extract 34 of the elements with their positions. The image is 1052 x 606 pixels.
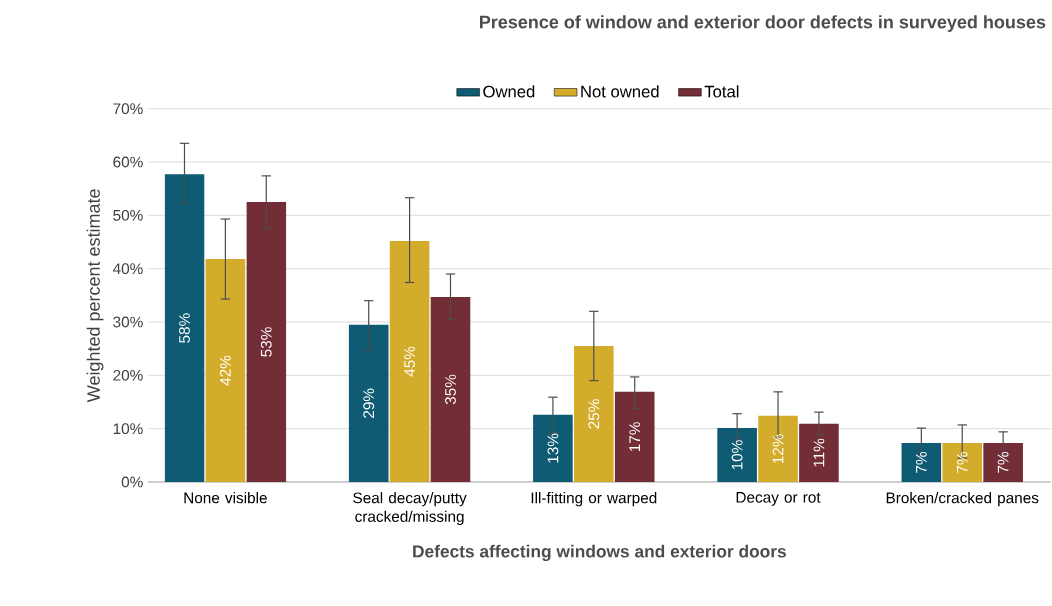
x-tick-label: Ill-fitting or warped: [531, 492, 657, 507]
x-tick-label: None visible: [184, 492, 267, 504]
data-label: 25%: [588, 399, 600, 429]
legend-label: Owned: [483, 85, 535, 98]
data-label: 7%: [915, 451, 927, 473]
y-tick-label: 10%: [113, 423, 143, 435]
data-label: 17%: [629, 422, 641, 452]
x-tick-label: Broken/cracked panes: [886, 492, 1039, 507]
data-label: 11%: [813, 438, 825, 467]
data-label: 29%: [363, 388, 375, 418]
data-label: 35%: [445, 374, 456, 405]
x-axis-title: Defects affecting windows and exterior doors: [413, 544, 786, 562]
y-tick-label: 0%: [121, 476, 143, 488]
data-label: 42%: [219, 355, 231, 386]
x-tick-label: Decay or rot: [736, 492, 821, 506]
x-tick-label: Seal decay/putty cracked/missing: [353, 492, 467, 525]
y-tick-label: 50%: [113, 209, 143, 221]
y-tick-label: 60%: [113, 156, 143, 168]
y-tick-label: 40%: [112, 263, 143, 275]
data-label: 53%: [260, 327, 272, 357]
data-label: 7%: [956, 451, 968, 473]
data-label: 10%: [731, 440, 743, 470]
data-label: 12%: [772, 434, 784, 464]
data-label: 13%: [547, 433, 559, 463]
y-tick-label: 70%: [113, 103, 143, 115]
chart-title: Presence of window and exterior door defects in surveyed houses: [480, 15, 1046, 32]
y-axis-title: Weighted percent estimate: [86, 189, 104, 403]
data-label: 7%: [997, 451, 1009, 473]
y-tick-label: 20%: [113, 369, 143, 381]
legend-label: Not owned: [581, 85, 659, 98]
data-label: 58%: [179, 313, 190, 343]
y-tick-label: 30%: [113, 316, 143, 328]
legend-label: Total: [704, 85, 739, 98]
data-label: 45%: [404, 346, 415, 377]
